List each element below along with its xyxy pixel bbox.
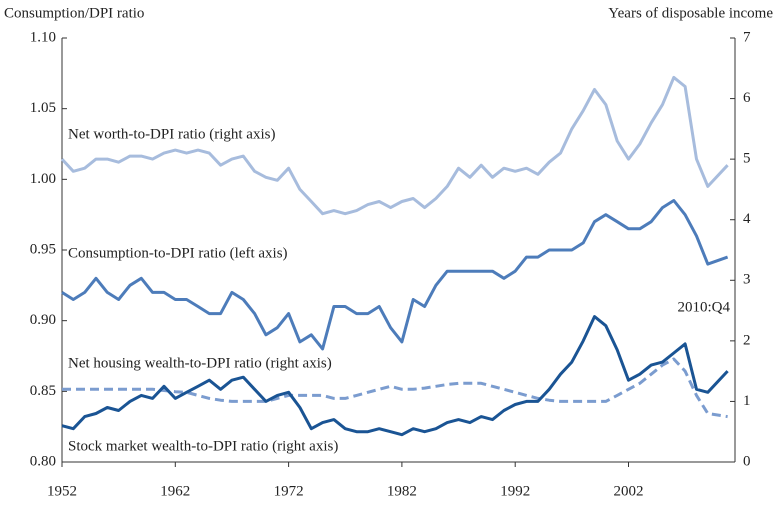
x-tick-label: 1992	[500, 483, 530, 499]
x-tick-label: 1972	[274, 483, 304, 499]
series-line	[62, 357, 728, 419]
y-tick-label: 0.85	[30, 383, 56, 399]
x-tick-label: 1962	[160, 483, 190, 499]
annotation: Net housing wealth-to-DPI ratio (right a…	[68, 355, 332, 371]
series-line	[61, 315, 729, 437]
y2-axis-label: Years of disposable income	[608, 5, 773, 21]
series-line	[60, 75, 729, 216]
x-tick-label: 1952	[47, 483, 77, 499]
y-tick-label: 1.10	[30, 29, 56, 45]
y-axis-label: Consumption/DPI ratio	[4, 5, 144, 21]
annotation: 2010:Q4	[678, 299, 731, 315]
y-tick-label: 0.95	[30, 241, 56, 257]
y2-tick-label: 0	[743, 453, 751, 469]
series-line	[61, 199, 729, 351]
annotation: Consumption-to-DPI ratio (left axis)	[68, 245, 288, 261]
y2-tick-label: 4	[743, 211, 751, 227]
y2-tick-label: 1	[743, 393, 751, 409]
annotation: Stock market wealth-to-DPI ratio (right …	[68, 438, 338, 454]
y2-tick-label: 5	[743, 151, 751, 167]
y-tick-label: 0.90	[30, 312, 56, 328]
y-tick-label: 0.80	[30, 453, 56, 469]
y2-tick-label: 7	[743, 29, 751, 45]
y2-tick-label: 3	[743, 272, 751, 288]
y2-tick-label: 6	[743, 90, 751, 106]
annotation: Net worth-to-DPI ratio (right axis)	[68, 126, 275, 142]
y-tick-label: 1.00	[30, 171, 56, 187]
y2-tick-label: 2	[743, 332, 751, 348]
x-tick-label: 1982	[387, 483, 417, 499]
x-tick-label: 2002	[613, 483, 643, 499]
y-tick-label: 1.05	[30, 100, 56, 116]
